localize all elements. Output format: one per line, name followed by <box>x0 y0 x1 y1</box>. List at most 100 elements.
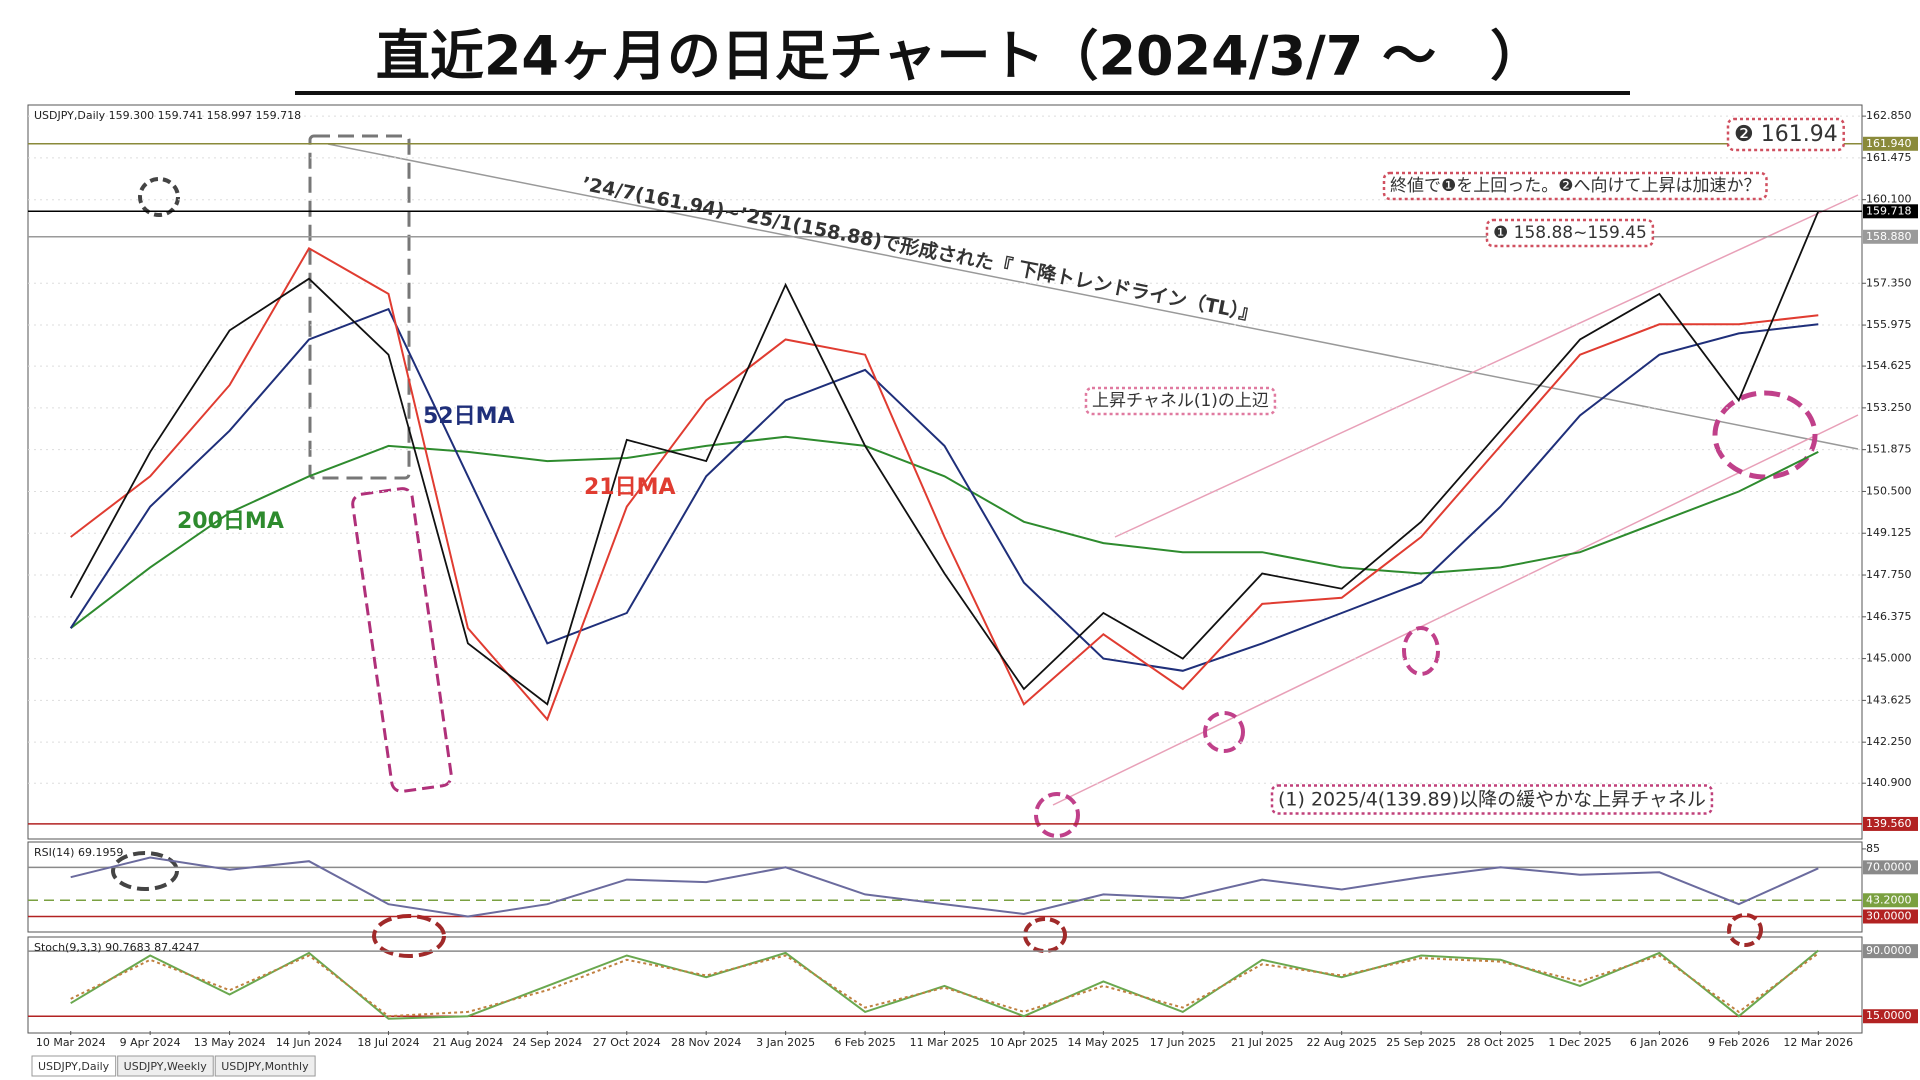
highlight-circle <box>372 914 446 958</box>
tab-label[interactable]: USDJPY,Monthly <box>221 1060 309 1073</box>
y-tick-label: 161.475 <box>1866 151 1912 164</box>
tab[interactable] <box>117 1055 214 1077</box>
level-label-bg <box>1863 909 1918 924</box>
x-tick-label: 13 May 2024 <box>194 1036 266 1049</box>
x-tick-label: 21 Aug 2024 <box>433 1036 503 1049</box>
level-label-bg <box>1863 204 1918 219</box>
highlight-circle <box>1402 626 1440 676</box>
x-tick-label: 28 Oct 2025 <box>1467 1036 1535 1049</box>
series-line <box>69 307 1819 672</box>
panel-info: RSI(14) 69.1959 <box>34 846 123 859</box>
y-tick-label: 151.875 <box>1866 443 1912 456</box>
y-tick-label: 147.750 <box>1866 568 1912 581</box>
level-label-bg <box>1863 136 1918 151</box>
annotation-box <box>1726 117 1845 152</box>
x-tick-label: 28 Nov 2024 <box>671 1036 741 1049</box>
y-tick-label: 85 <box>1866 842 1880 855</box>
x-tick-label: 21 Jul 2025 <box>1231 1036 1293 1049</box>
annotation-box <box>1270 784 1714 815</box>
y-tick-label: 157.350 <box>1866 276 1912 289</box>
highlight-circle <box>1727 913 1763 947</box>
x-tick-label: 10 Mar 2024 <box>36 1036 106 1049</box>
annotation: 終値で❶を上回った。❷へ向けて上昇は加速か？ <box>1390 176 1760 196</box>
tab-label[interactable]: USDJPY,Weekly <box>124 1060 208 1073</box>
annotation: 52日MA <box>423 404 515 429</box>
x-tick-label: 9 Apr 2024 <box>120 1036 181 1049</box>
y-tick-label: 160.100 <box>1866 193 1912 206</box>
highlight-circle <box>1023 917 1067 953</box>
y-tick-label: 153.250 <box>1866 401 1912 414</box>
x-tick-label: 1 Dec 2025 <box>1548 1036 1611 1049</box>
annotation: 21日MA <box>584 475 676 500</box>
annotation: (1) 2025/4(139.89)以降の緩やかな上昇チャネル <box>1278 789 1706 811</box>
level-label: 158.880 <box>1866 230 1912 243</box>
annotation-box <box>1084 386 1277 416</box>
x-tick-label: 25 Sep 2025 <box>1386 1036 1456 1049</box>
highlight-circle <box>1034 792 1080 838</box>
series-line <box>70 246 1819 722</box>
annotation-box <box>1485 218 1655 248</box>
annotation: ❷ 161.94 <box>1734 122 1838 147</box>
y-tick-label: 155.975 <box>1866 318 1912 331</box>
x-tick-label: 10 Apr 2025 <box>990 1036 1058 1049</box>
annotation: ❶ 158.88~159.45 <box>1493 223 1647 243</box>
level-label: 70.0000 <box>1866 860 1912 873</box>
y-tick-label: 146.375 <box>1866 610 1912 623</box>
y-tick-label: 162.850 <box>1866 109 1912 122</box>
x-tick-label: 24 Sep 2024 <box>512 1036 582 1049</box>
highlight-circle <box>111 851 179 891</box>
x-tick-label: 6 Feb 2025 <box>834 1036 895 1049</box>
y-tick-label: 143.625 <box>1866 693 1912 706</box>
level-label-bg <box>1863 893 1918 908</box>
level-label: 159.718 <box>1866 204 1912 217</box>
x-tick-label: 3 Jan 2025 <box>756 1036 815 1049</box>
x-tick-label: 14 May 2025 <box>1068 1036 1140 1049</box>
x-tick-label: 18 Jul 2024 <box>357 1036 419 1049</box>
level-label-bg <box>1863 944 1918 959</box>
channel-lower <box>1052 414 1859 806</box>
level-label: 139.560 <box>1866 817 1912 830</box>
level-label-bg <box>1863 860 1918 875</box>
level-label: 90.0000 <box>1866 944 1912 957</box>
x-tick-label: 14 Jun 2024 <box>276 1036 342 1049</box>
x-tick-label: 22 Aug 2025 <box>1306 1036 1376 1049</box>
tab[interactable] <box>31 1055 117 1077</box>
panel-info: Stoch(9,3,3) 90.7683 87.4247 <box>34 941 200 954</box>
y-tick-label: 142.250 <box>1866 735 1912 748</box>
highlight-circle <box>138 177 180 217</box>
x-tick-label: 12 Mar 2026 <box>1783 1036 1853 1049</box>
y-tick-label: 150.500 <box>1866 484 1912 497</box>
level-label: 30.0000 <box>1866 909 1912 922</box>
level-label: 43.2000 <box>1866 893 1912 906</box>
x-tick-label: 11 Mar 2025 <box>910 1036 980 1049</box>
highlight-box <box>351 487 453 793</box>
level-label-bg <box>1863 1009 1918 1024</box>
annotation: 200日MA <box>177 509 284 534</box>
annotation-box <box>1382 171 1768 201</box>
level-label: 161.940 <box>1866 137 1912 150</box>
level-label: 15.0000 <box>1866 1009 1912 1022</box>
main-frame <box>27 104 1863 840</box>
y-tick-label: 140.900 <box>1866 776 1912 789</box>
x-tick-label: 9 Feb 2026 <box>1708 1036 1769 1049</box>
highlight-circle <box>1203 711 1245 753</box>
x-tick-label: 17 Jun 2025 <box>1150 1036 1216 1049</box>
page-title: 直近24ヶ月の日足チャート（2024/3/7 ～ ） <box>376 25 1544 88</box>
rsi-frame <box>27 841 1863 933</box>
level-label-bg <box>1863 229 1918 244</box>
y-tick-label: 154.625 <box>1866 359 1912 372</box>
series-line <box>70 435 1819 629</box>
highlight-box <box>308 134 411 480</box>
highlight-circle <box>1712 390 1818 480</box>
tab[interactable] <box>214 1055 316 1077</box>
series-line <box>70 856 1819 918</box>
y-tick-label: 149.125 <box>1866 526 1912 539</box>
x-tick-label: 27 Oct 2024 <box>593 1036 661 1049</box>
panel-info: USDJPY,Daily 159.300 159.741 158.997 159… <box>34 109 301 122</box>
level-label-bg <box>1863 816 1918 831</box>
series-line <box>70 952 1819 1018</box>
tab-label[interactable]: USDJPY,Daily <box>38 1060 110 1073</box>
series-line <box>69 210 1820 706</box>
